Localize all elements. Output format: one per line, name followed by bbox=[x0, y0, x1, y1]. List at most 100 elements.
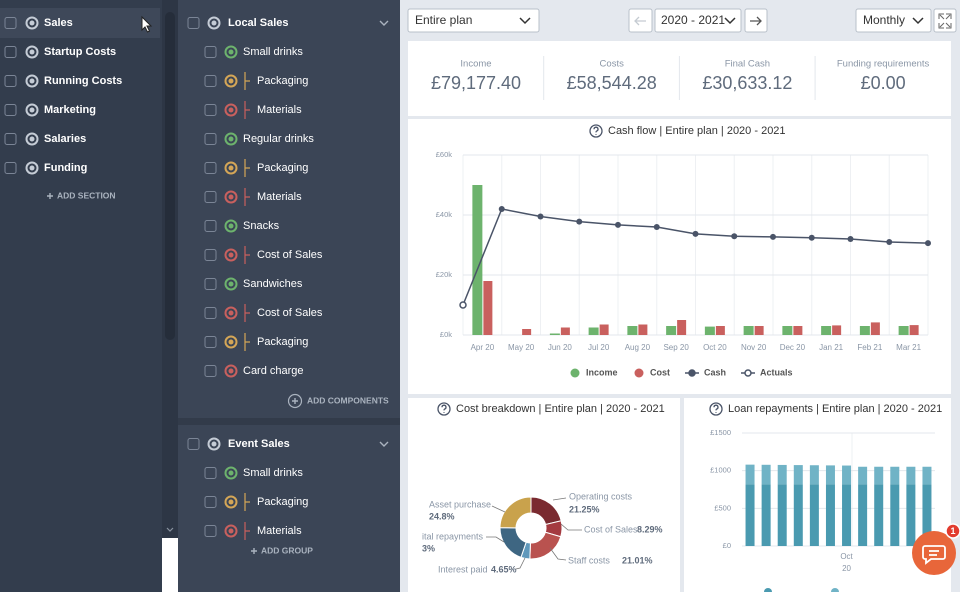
checkbox[interactable] bbox=[187, 438, 200, 450]
legend-label[interactable]: Income bbox=[586, 367, 618, 377]
status-dot bbox=[228, 368, 234, 374]
group-label[interactable]: Local Sales bbox=[228, 17, 289, 29]
plus-icon bbox=[251, 548, 257, 554]
help-icon[interactable] bbox=[589, 124, 603, 138]
actuals-point bbox=[459, 301, 467, 309]
component-label[interactable]: Card charge bbox=[243, 365, 304, 377]
x-tick-label: Feb 21 bbox=[857, 343, 882, 352]
checkbox[interactable] bbox=[204, 104, 217, 116]
component-label[interactable]: Small drinks bbox=[243, 46, 303, 58]
component-label[interactable]: Materials bbox=[257, 104, 302, 116]
legend-label[interactable]: Cash bbox=[704, 367, 726, 377]
legend-label[interactable]: Cost bbox=[650, 367, 670, 377]
component-label[interactable]: Regular drinks bbox=[243, 133, 314, 145]
checkbox[interactable] bbox=[204, 191, 217, 203]
legend-label[interactable]: Actuals bbox=[760, 367, 793, 377]
chat-button[interactable] bbox=[912, 531, 956, 575]
checkbox[interactable] bbox=[4, 162, 17, 174]
actuals-line bbox=[462, 208, 503, 306]
bar-segment bbox=[777, 484, 787, 546]
x-tick-label: Oct 20 bbox=[703, 343, 727, 352]
help-icon[interactable] bbox=[709, 402, 723, 416]
chevron[interactable] bbox=[379, 441, 389, 447]
checkbox[interactable] bbox=[204, 249, 217, 261]
checkbox[interactable] bbox=[204, 220, 217, 232]
status-dot bbox=[228, 499, 234, 505]
bar-segment bbox=[745, 484, 755, 546]
checkbox[interactable] bbox=[204, 278, 217, 290]
component-label[interactable]: Snacks bbox=[243, 220, 280, 232]
bar bbox=[870, 322, 880, 335]
bar bbox=[599, 324, 609, 335]
section-label[interactable]: Startup Costs bbox=[44, 46, 116, 58]
component-label[interactable]: Packaging bbox=[257, 336, 308, 348]
section-label[interactable]: Funding bbox=[44, 162, 87, 174]
component-label[interactable]: Small drinks bbox=[243, 467, 303, 479]
checkbox[interactable] bbox=[204, 133, 217, 145]
section-label[interactable]: Marketing bbox=[44, 104, 96, 116]
cash-point bbox=[925, 240, 931, 247]
chart-title: Cash flow | Entire plan | 2020 - 2021 bbox=[608, 125, 786, 137]
help-icon[interactable] bbox=[437, 402, 451, 416]
add-group[interactable]: ADD GROUP bbox=[261, 545, 313, 555]
period-select[interactable] bbox=[855, 8, 932, 33]
section-label[interactable]: Running Costs bbox=[44, 75, 122, 87]
section-label[interactable]: Salaries bbox=[44, 133, 86, 145]
component-label[interactable]: Packaging bbox=[257, 496, 308, 508]
add-section[interactable]: ADD SECTION bbox=[57, 190, 116, 200]
section-label[interactable]: Sales bbox=[44, 17, 73, 29]
help-glyph bbox=[713, 404, 719, 413]
fullscreen-button[interactable] bbox=[933, 8, 957, 33]
components-panel bbox=[178, 0, 400, 592]
connector bbox=[244, 101, 250, 119]
bar bbox=[483, 281, 493, 335]
leader-line bbox=[515, 557, 526, 570]
checkbox[interactable] bbox=[204, 365, 217, 377]
cash-flow-card bbox=[408, 119, 951, 394]
status-dot bbox=[228, 223, 234, 229]
chevron[interactable] bbox=[379, 20, 389, 26]
checkbox[interactable] bbox=[204, 525, 217, 537]
cash-point bbox=[692, 230, 699, 237]
component-label[interactable]: Packaging bbox=[257, 75, 308, 87]
component-label[interactable]: Cost of Sales bbox=[257, 249, 323, 261]
component-label[interactable]: Packaging bbox=[257, 162, 308, 174]
checkbox[interactable] bbox=[204, 307, 217, 319]
checkbox[interactable] bbox=[204, 75, 217, 87]
checkbox[interactable] bbox=[4, 104, 17, 116]
checkbox[interactable] bbox=[4, 133, 17, 145]
checkbox[interactable] bbox=[4, 17, 17, 29]
bar bbox=[472, 185, 483, 335]
scroll-thumb[interactable] bbox=[165, 12, 175, 340]
status-dot bbox=[29, 78, 35, 84]
cursor bbox=[141, 15, 153, 33]
add-components[interactable]: ADD COMPONENTS bbox=[307, 395, 389, 405]
connector bbox=[244, 522, 250, 540]
chart-title: Cost breakdown | Entire plan | 2020 - 20… bbox=[456, 403, 665, 415]
checkbox[interactable] bbox=[187, 17, 200, 29]
component-label[interactable]: Sandwiches bbox=[243, 278, 303, 290]
checkbox[interactable] bbox=[204, 46, 217, 58]
x-tick-label: Dec 20 bbox=[780, 343, 806, 352]
status-dot bbox=[228, 78, 234, 84]
component-label[interactable]: Materials bbox=[257, 191, 302, 203]
fullscreen-icon bbox=[938, 13, 952, 29]
plan-select[interactable] bbox=[407, 8, 540, 33]
checkbox[interactable] bbox=[4, 46, 17, 58]
checkbox[interactable] bbox=[4, 75, 17, 87]
kpi-label: Income bbox=[460, 59, 491, 70]
connector bbox=[244, 188, 250, 206]
bar bbox=[832, 325, 842, 335]
checkbox[interactable] bbox=[204, 162, 217, 174]
group-label[interactable]: Event Sales bbox=[228, 438, 290, 450]
component-label[interactable]: Materials bbox=[257, 525, 302, 537]
component-label[interactable]: Cost of Sales bbox=[257, 307, 323, 319]
bar-segment bbox=[842, 465, 852, 485]
checkbox[interactable] bbox=[204, 336, 217, 348]
checkbox[interactable] bbox=[204, 496, 217, 508]
checkbox[interactable] bbox=[204, 467, 217, 479]
bar-segment bbox=[858, 466, 868, 485]
legend-swatch bbox=[570, 368, 580, 378]
year-select[interactable] bbox=[654, 8, 742, 33]
bar-segment bbox=[761, 484, 771, 546]
